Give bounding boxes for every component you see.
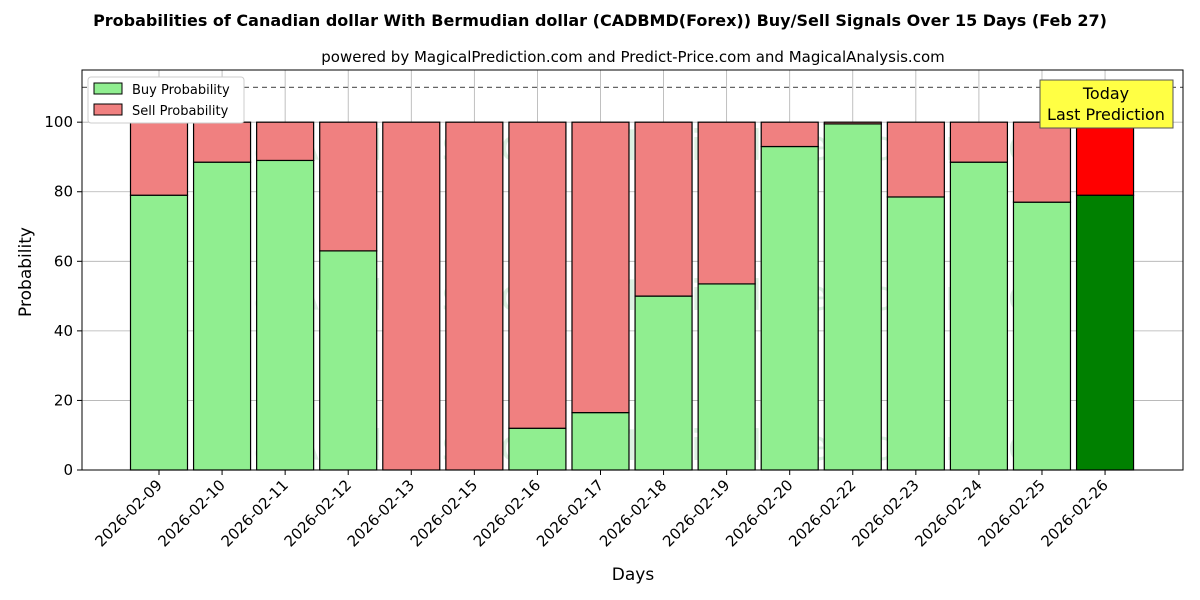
bar-sell xyxy=(508,121,567,429)
bar-layer xyxy=(129,121,1135,471)
chart-subtitle: powered by MagicalPrediction.com and Pre… xyxy=(321,48,945,66)
bar-sell xyxy=(129,121,189,196)
x-tick-label: 2026-02-13 xyxy=(344,476,418,550)
bar-buy xyxy=(508,427,567,471)
bar-buy xyxy=(886,196,945,471)
y-tick-label: 0 xyxy=(63,461,73,479)
y-axis-ticks: 0 20 40 60 80 100 xyxy=(44,113,82,479)
x-tick-label: 2026-02-12 xyxy=(281,476,355,550)
x-tick-label: 2026-02-17 xyxy=(533,476,607,550)
y-tick-label: 80 xyxy=(54,183,73,201)
y-tick-label: 100 xyxy=(44,113,73,131)
y-tick-label: 20 xyxy=(54,391,73,409)
bar-buy xyxy=(1075,194,1135,471)
bar-buy xyxy=(571,412,630,471)
bar-sell xyxy=(445,121,504,471)
x-tick-label: 2026-02-11 xyxy=(218,476,292,550)
today-annotation-box xyxy=(1039,79,1174,129)
y-axis-label: Probability xyxy=(16,227,36,317)
x-tick-label: 2026-02-16 xyxy=(470,476,544,550)
x-axis-ticks: 2026-02-092026-02-102026-02-112026-02-12… xyxy=(91,470,1112,550)
x-tick-label: 2026-02-24 xyxy=(911,476,985,550)
bar-sell xyxy=(886,121,945,198)
x-tick-label: 2026-02-15 xyxy=(407,476,481,550)
legend-label-buy: Buy Probability xyxy=(132,83,230,98)
today-annotation-line1: Today xyxy=(1082,84,1129,103)
today-annotation: Today Last Prediction xyxy=(1039,79,1174,129)
today-annotation-line2: Last Prediction xyxy=(1047,105,1165,124)
x-tick-label: 2026-02-25 xyxy=(974,476,1048,550)
bar-sell xyxy=(949,121,1009,163)
bar-sell xyxy=(1075,121,1135,196)
bar-sell xyxy=(697,121,756,285)
y-tick-label: 40 xyxy=(54,322,73,340)
x-tick-label: 2026-02-26 xyxy=(1037,476,1111,550)
x-tick-label: 2026-02-19 xyxy=(659,476,733,550)
bar-buy xyxy=(1012,201,1072,471)
x-tick-label: 2026-02-09 xyxy=(91,476,165,550)
legend-swatch-sell xyxy=(93,103,123,116)
bar-buy xyxy=(697,283,756,471)
y-tick-label: 60 xyxy=(54,252,73,270)
x-tick-label: 2026-02-18 xyxy=(596,476,670,550)
bar-sell xyxy=(823,121,882,125)
legend-label-sell: Sell Probability xyxy=(132,104,229,119)
bar-sell xyxy=(256,121,315,162)
bar-buy xyxy=(760,145,819,471)
x-axis-label: Days xyxy=(612,565,655,585)
bar-sell xyxy=(760,121,819,148)
bar-sell xyxy=(1012,121,1072,203)
bar-buy xyxy=(319,250,378,471)
bar-sell xyxy=(634,121,693,297)
x-tick-label: 2026-02-23 xyxy=(848,476,922,550)
x-tick-label: 2026-02-10 xyxy=(155,476,229,550)
x-tick-label: 2026-02-22 xyxy=(785,476,859,550)
bar-sell xyxy=(319,121,378,252)
legend-swatch-buy xyxy=(93,82,123,95)
bar-sell xyxy=(192,121,252,163)
bar-sell xyxy=(571,121,630,414)
bar-buy xyxy=(192,161,252,471)
bar-buy xyxy=(634,295,693,471)
legend: Buy Probability Sell Probability xyxy=(87,76,245,124)
bar-sell xyxy=(382,121,441,471)
bar-buy xyxy=(256,159,315,471)
bar-buy xyxy=(949,161,1009,471)
bar-buy xyxy=(129,194,189,471)
legend-box xyxy=(87,76,245,124)
plot-frame xyxy=(81,69,1184,471)
x-tick-label: 2026-02-20 xyxy=(722,476,796,550)
bar-buy xyxy=(823,123,882,471)
chart-title: Probabilities of Canadian dollar With Be… xyxy=(93,11,1107,30)
